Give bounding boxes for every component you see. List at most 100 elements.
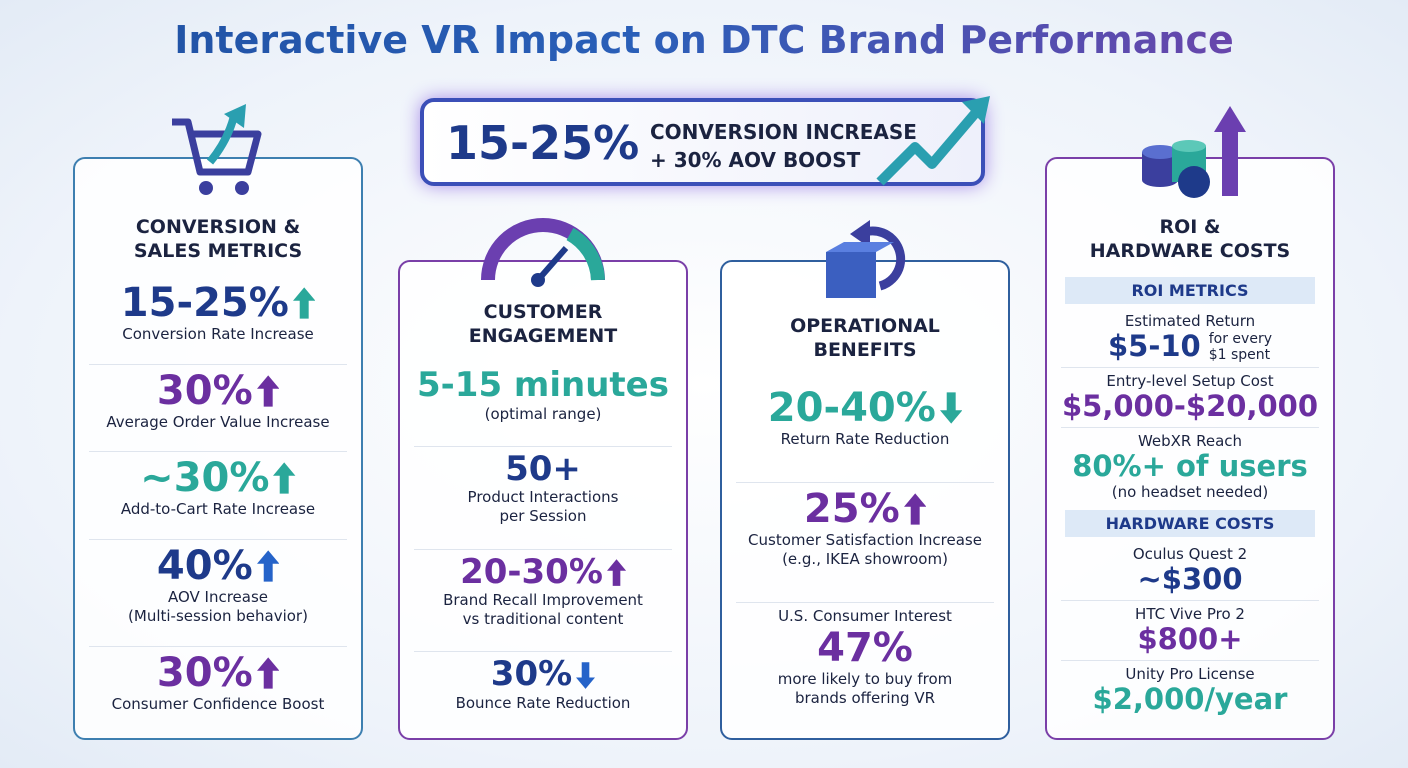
metric-value: 40% (156, 543, 253, 590)
down-arrow (939, 392, 963, 425)
metric-value-row: 50+ (505, 448, 581, 489)
metric-list: 20-40% Return Rate Reduction 25% Customer S… (722, 362, 1008, 738)
side-line: $1 spent (1208, 347, 1271, 363)
metric-value-row: $800+ (1137, 621, 1243, 656)
money-icon (1142, 106, 1246, 198)
metric-value: 20-40% (767, 385, 936, 432)
metric-value-row: $5,000-$20,000 (1061, 389, 1319, 423)
metric-value: 25% (803, 485, 900, 532)
metric-label: Return Rate Reduction (780, 430, 950, 449)
metric-heading: U.S. Consumer Interest (778, 606, 952, 625)
metric-heading: Entry-level Setup Cost (1106, 372, 1274, 390)
metric-label: Consumer Confidence Boost (111, 695, 325, 714)
metric: Entry-level Setup Cost $5,000-$20,000 (1061, 367, 1319, 427)
metric: WebXR Reach 80%+ of users (no headset need… (1061, 426, 1319, 506)
metric-value-row: 15-25% (121, 281, 316, 325)
down-arrow (576, 661, 596, 689)
metric-card: CUSTOMER ENGAGEMENT 5-15 minutes (optimal r… (398, 260, 688, 740)
metric-heading: HTC Vive Pro 2 (1135, 604, 1245, 623)
card-title-line: HARDWARE COSTS (1089, 240, 1291, 262)
metric-value: $5-10 (1107, 329, 1201, 364)
card-title-line: OPERATIONAL (790, 315, 940, 337)
metric-list: 5-15 minutes (optimal range) 50+ Product In… (400, 348, 686, 738)
card-title-line: BENEFITS (813, 339, 917, 361)
metric-list: ROI METRICS Estimated Return $5-10 for ever… (1047, 263, 1333, 738)
metric: Oculus Quest 2 ~$300 (1061, 541, 1319, 600)
metric-value: ~30% (140, 455, 270, 502)
metric-value: 47% (817, 624, 913, 671)
card-title: CONVERSION & SALES METRICS (134, 215, 302, 263)
card-title-line: SALES METRICS (133, 240, 303, 262)
metric: 50+ Product Interactions per Session (414, 445, 672, 530)
cart-icon (172, 104, 262, 195)
metric-value: 30% (156, 367, 253, 414)
metric-label: Average Order Value Increase (106, 412, 330, 431)
metric-heading: WebXR Reach (1137, 431, 1243, 450)
metric-heading: Oculus Quest 2 (1132, 544, 1248, 563)
metric-side-note: for every $1 spent (1209, 331, 1272, 363)
metric-card: ROI & HARDWARE COSTS ROI METRICS Estimated … (1045, 157, 1335, 740)
card-title-line: ENGAGEMENT (468, 325, 618, 347)
metric-label: Conversion Rate Increase (122, 324, 314, 343)
metric: 30% Consumer Confidence Boost (89, 646, 347, 718)
up-arrow (292, 287, 316, 319)
metric-label: AOV Increase (167, 588, 269, 607)
metric-label: per Session (499, 507, 587, 526)
metric: 30% Bounce Rate Reduction (414, 651, 672, 716)
trend-arrow-icon (876, 96, 990, 186)
metric-value-row: ~$300 (1137, 561, 1243, 596)
banner-value: 15-25% (446, 116, 640, 170)
metric-value: 50+ (505, 448, 581, 489)
metric-value: $5,000-$20,000 (1061, 389, 1319, 423)
card-title-line: ROI & (1159, 216, 1221, 238)
metric-value: 30% (156, 650, 253, 697)
metric-label: (Multi-session behavior) (128, 607, 308, 626)
metric-label: vs traditional content (462, 610, 624, 629)
metric-value-row: 80%+ of users (1072, 450, 1308, 483)
metric-value: 5-15 minutes (417, 365, 669, 406)
up-arrow (606, 559, 626, 586)
metric: 20-30% Brand Recall Improvement vs traditi… (414, 548, 672, 633)
card-title: CUSTOMER ENGAGEMENT (469, 300, 618, 348)
card-title: ROI & HARDWARE COSTS (1090, 215, 1290, 263)
metric: 15-25% Conversion Rate Increase (89, 277, 347, 348)
metric-label: Brand Recall Improvement (443, 591, 643, 610)
metric-label: Add-to-Cart Rate Increase (120, 500, 316, 519)
metric-card: CONVERSION & SALES METRICS 15-25% Conversio… (73, 157, 363, 740)
metric-value-row: $5-10 for every $1 spent (1107, 329, 1272, 364)
metric-label: (no headset needed) (1111, 482, 1269, 501)
up-arrow (903, 493, 927, 525)
metric-value: 20-30% (460, 551, 603, 592)
metric: 30% Average Order Value Increase (89, 363, 347, 436)
banner-line: CONVERSION INCREASE (650, 120, 917, 144)
metric-value-row: 20-30% (460, 551, 626, 592)
metric: U.S. Consumer Interest 47% more likely to … (736, 601, 994, 712)
metric-value: $800+ (1137, 621, 1243, 656)
metric: 20-40% Return Rate Reduction (736, 382, 994, 453)
metric-value-row: 40% (156, 543, 280, 590)
metric-value-row: ~30% (140, 456, 296, 500)
metric-label: Customer Satisfaction Increase (748, 530, 982, 549)
metric-value-row: 20-40% (767, 385, 963, 432)
card-title-line: CONVERSION & (135, 216, 301, 238)
metric-value-row: 30% (491, 656, 596, 693)
metric: ~30% Add-to-Cart Rate Increase (89, 451, 347, 523)
metric: Estimated Return $5-10 for every $1 spent (1061, 308, 1319, 367)
metric-label: Bounce Rate Reduction (455, 693, 631, 712)
metric-value: ~$300 (1137, 561, 1243, 596)
metric: HTC Vive Pro 2 $800+ (1061, 599, 1319, 660)
side-line: for every (1208, 331, 1272, 347)
metric-list: 15-25% Conversion Rate Increase 30% Average… (75, 263, 361, 738)
up-arrow (273, 462, 296, 495)
metric-label: Product Interactions (467, 488, 619, 507)
metric-value-row: 30% (156, 367, 280, 414)
up-arrow (256, 550, 280, 582)
section-header: HARDWARE COSTS (1065, 509, 1315, 537)
metric: 40% AOV Increase (Multi-session behavior) (89, 539, 347, 630)
gauge-icon (481, 218, 605, 287)
up-arrow (256, 375, 280, 407)
headline-banner: 15-25% CONVERSION INCREASE + 30% AOV BOO… (420, 98, 985, 186)
section-header: ROI METRICS (1065, 277, 1315, 304)
metric-value: $2,000/year (1092, 681, 1288, 716)
